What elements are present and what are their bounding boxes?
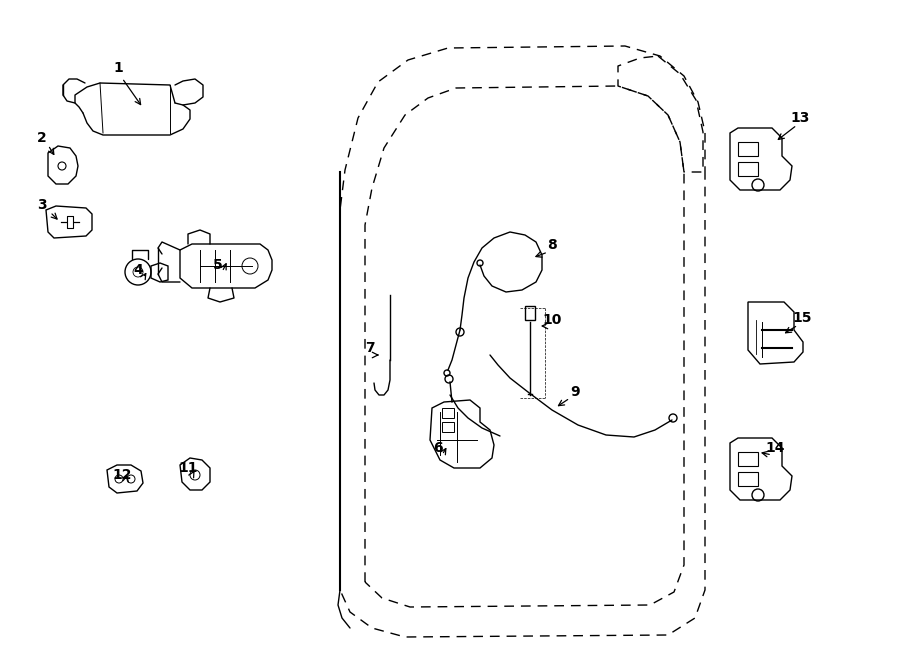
Text: 15: 15 [792,311,812,325]
Text: 4: 4 [133,263,143,277]
Text: 3: 3 [37,198,47,212]
Text: 13: 13 [790,111,810,125]
Text: 11: 11 [178,461,198,475]
Text: 7: 7 [365,341,374,355]
Text: 12: 12 [112,468,131,482]
Text: 9: 9 [571,385,580,399]
Text: 6: 6 [433,441,443,455]
Text: 1: 1 [113,61,123,75]
Text: 5: 5 [213,258,223,272]
Text: 14: 14 [765,441,785,455]
Text: 10: 10 [543,313,562,327]
Text: 8: 8 [547,238,557,252]
Text: 2: 2 [37,131,47,145]
